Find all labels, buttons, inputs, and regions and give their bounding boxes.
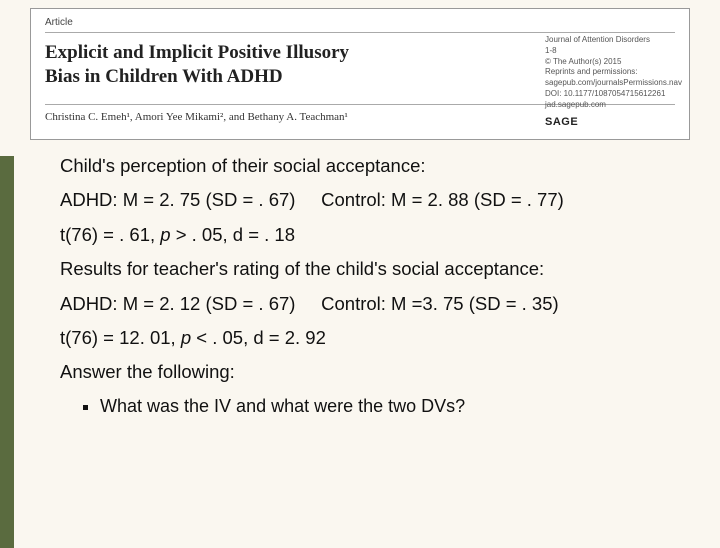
publisher-logo: SAGE (545, 115, 578, 130)
title-line-2: Bias in Children With ADHD (45, 66, 283, 87)
text-line: Answer the following: (60, 360, 680, 384)
text-line: Child's perception of their social accep… (60, 154, 680, 178)
p-value-symbol: p (160, 224, 170, 245)
text-line: ADHD: M = 2. 12 (SD = . 67) Control: M =… (60, 292, 680, 316)
journal-name: Journal of Attention Disorders (545, 35, 675, 46)
left-accent-bar (0, 156, 14, 548)
article-title: Explicit and Implicit Positive Illusory … (45, 41, 425, 90)
list-item: What was the IV and what were the two DV… (100, 395, 680, 419)
article-label: Article (45, 17, 675, 33)
journal-reprints-url: sagepub.com/journalsPermissions.nav (545, 78, 675, 89)
text-line: Results for teacher's rating of the chil… (60, 257, 680, 281)
article-header: Article Explicit and Implicit Positive I… (30, 8, 690, 140)
p-value-symbol: p (181, 327, 191, 348)
stat-post: > . 05, d = . 18 (171, 224, 295, 245)
journal-pages: 1-8 (545, 46, 675, 57)
slide-content: Child's perception of their social accep… (60, 154, 680, 419)
journal-meta: Journal of Attention Disorders 1-8 © The… (545, 35, 675, 129)
journal-reprints: Reprints and permissions: (545, 67, 675, 78)
journal-copyright: © The Author(s) 2015 (545, 57, 675, 68)
text-line: t(76) = 12. 01, p < . 05, d = 2. 92 (60, 326, 680, 350)
stat-pre: t(76) = . 61, (60, 224, 160, 245)
journal-doi: DOI: 10.1177/1087054715612261 (545, 89, 675, 100)
text-line: t(76) = . 61, p > . 05, d = . 18 (60, 223, 680, 247)
title-line-1: Explicit and Implicit Positive Illusory (45, 42, 349, 63)
stat-pre: t(76) = 12. 01, (60, 327, 181, 348)
question-list: What was the IV and what were the two DV… (100, 395, 680, 419)
journal-site: jad.sagepub.com (545, 100, 675, 111)
stat-post: < . 05, d = 2. 92 (191, 327, 326, 348)
text-line: ADHD: M = 2. 75 (SD = . 67) Control: M =… (60, 188, 680, 212)
